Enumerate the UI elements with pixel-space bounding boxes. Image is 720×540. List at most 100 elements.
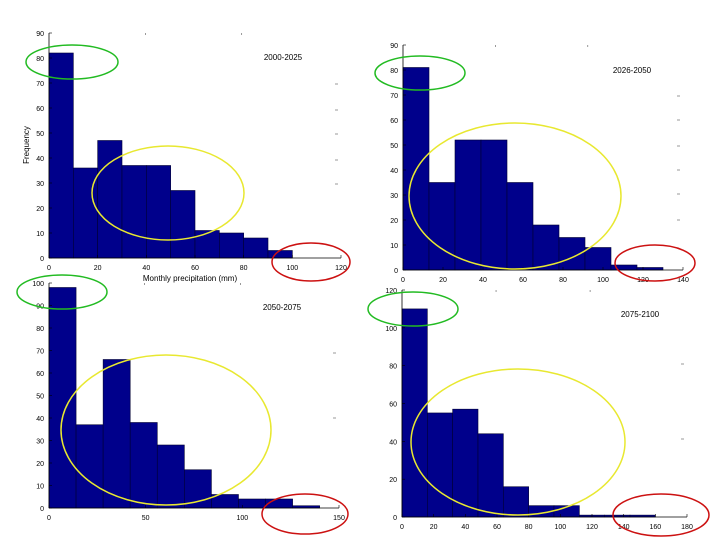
histogram-bar [401,308,428,518]
x-tick-label: 80 [559,277,567,284]
red-ellipse-tail-1 [271,242,351,282]
x-tick-label: 60 [493,524,501,531]
x-tick-label: 120 [335,265,347,272]
x-tick-label: 80 [240,265,248,272]
chart-title: 2050-2075 [263,303,302,312]
y-tick-label: 60 [36,371,44,378]
green-ellipse-peak-1 [25,44,119,80]
y-tick-label: 60 [390,118,398,125]
x-tick-label: 20 [430,524,438,531]
histogram-bar [506,182,534,271]
histogram-bar [102,359,131,509]
histogram-bar [156,444,185,509]
x-tick-label: 0 [47,515,51,522]
x-tick-label: 100 [286,265,298,272]
yellow-ellipse-mid-2 [408,122,622,270]
x-tick-label: 140 [677,277,689,284]
x-axis-label: Monthly precipitation (mm) [143,274,238,283]
histogram-bar [503,486,529,518]
x-tick-label: 20 [94,265,102,272]
histogram-bar [97,140,123,259]
y-tick-label: 50 [36,131,44,138]
y-tick-label: 60 [36,106,44,113]
y-axis-label: Frequency [22,126,31,164]
histogram-bar [75,424,104,509]
y-tick-label: 50 [390,143,398,150]
y-tick-label: 100 [32,281,44,288]
x-tick-label: 100 [597,277,609,284]
green-ellipse-peak-3 [16,274,108,310]
y-tick-label: 10 [36,484,44,491]
red-ellipse-tail-3 [261,493,349,535]
y-tick-label: 120 [385,288,397,295]
chart-title: 2075-2100 [621,310,660,319]
y-tick-label: 80 [390,68,398,75]
x-tick-label: 120 [586,524,598,531]
y-tick-label: 90 [390,43,398,50]
y-tick-label: 20 [390,218,398,225]
histogram-panel-2000-2025: 0 10 20 30 40 50 60 70 80 90 0 20 40 60 80 100 120 2000-… [22,31,347,283]
x-tick-label: 20 [439,277,447,284]
red-ellipse-tail-4 [612,493,710,537]
histogram-bar [121,165,147,259]
y-tick-label: 60 [389,402,397,409]
chart-title: 2026-2050 [613,66,652,75]
y-tick-label: 30 [390,193,398,200]
histogram-bar [265,498,293,509]
histogram-bar [129,422,158,509]
histogram-bar [480,139,508,271]
yellow-ellipse-mid-3 [60,354,272,506]
histogram-bar [428,182,456,271]
y-tick-label: 0 [40,506,44,513]
y-tick-label: 30 [36,181,44,188]
histogram-bar [454,139,482,271]
histogram-bar [532,224,560,271]
x-tick-label: 40 [461,524,469,531]
y-tick-label: 70 [390,93,398,100]
y-tick-label: 10 [390,243,398,250]
x-tick-label: 50 [142,515,150,522]
x-tick-label: 60 [191,265,199,272]
y-tick-label: 30 [36,439,44,446]
x-tick-label: 100 [554,524,566,531]
histogram-bar [477,433,504,518]
x-tick-label: 150 [333,515,345,522]
y-tick-label: 0 [40,256,44,263]
y-tick-label: 40 [36,156,44,163]
y-tick-label: 20 [389,477,397,484]
histogram-bar [267,250,293,259]
y-tick-label: 80 [36,56,44,63]
y-tick-label: 0 [393,515,397,522]
chart-title: 2000-2025 [264,53,303,62]
y-tick-label: 90 [36,31,44,38]
x-tick-label: 180 [681,524,693,531]
y-tick-label: 40 [390,168,398,175]
y-tick-label: 70 [36,349,44,356]
histogram-bar [584,247,612,271]
y-tick-label: 20 [36,461,44,468]
x-tick-label: 40 [479,277,487,284]
green-ellipse-peak-2 [374,55,466,91]
histogram-bar [184,469,212,509]
x-tick-label: 60 [519,277,527,284]
y-tick-label: 50 [36,394,44,401]
y-tick-label: 100 [385,326,397,333]
yellow-ellipse-mid-4 [410,368,626,516]
red-ellipse-tail-2 [614,244,696,282]
x-tick-label: 0 [400,524,404,531]
green-ellipse-peak-4 [367,291,459,327]
y-tick-label: 70 [36,81,44,88]
x-tick-label: 80 [525,524,533,531]
histogram-bar [452,408,479,518]
x-tick-label: 0 [47,265,51,272]
histogram-bar [146,165,171,259]
y-tick-label: 80 [389,364,397,371]
y-tick-label: 40 [389,439,397,446]
annotation-layer [16,44,710,537]
x-tick-label: 0 [401,277,405,284]
histogram-bar [48,52,74,259]
yellow-ellipse-mid-1 [91,145,245,241]
